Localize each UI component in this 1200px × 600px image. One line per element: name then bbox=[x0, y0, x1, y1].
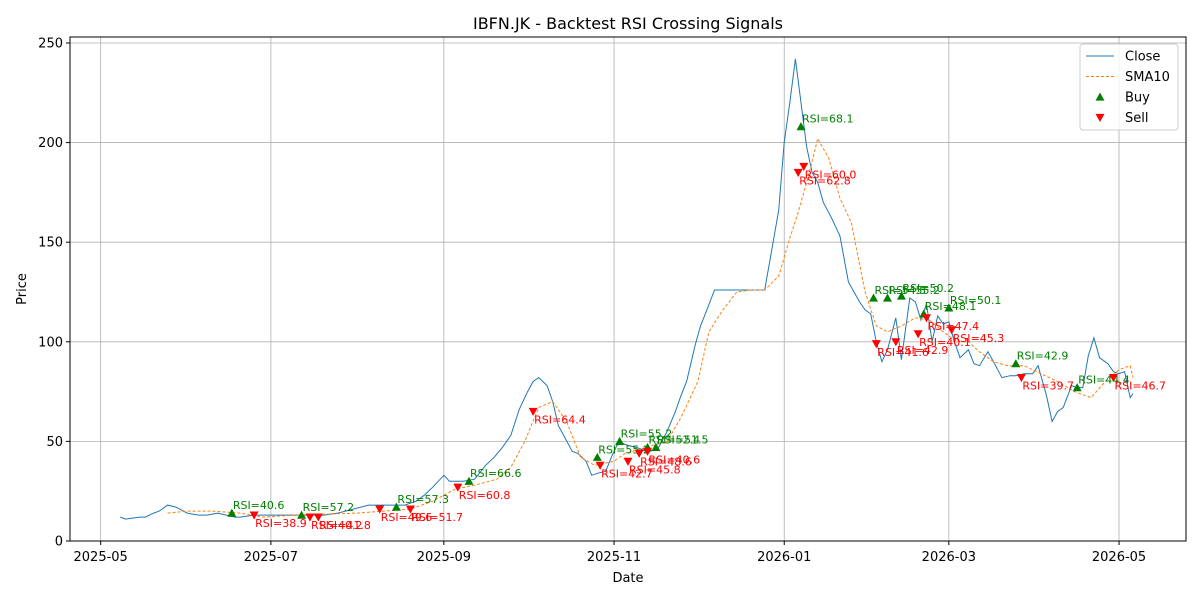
buy-rsi-label: RSI=52.4 bbox=[649, 433, 701, 446]
buy-marker bbox=[297, 510, 307, 519]
x-axis-title: Date bbox=[612, 571, 643, 586]
legend-box bbox=[1079, 43, 1179, 131]
x-tick-label: 2025-09 bbox=[417, 550, 471, 565]
buy-marker bbox=[796, 122, 806, 131]
x-tick-label: 2025-11 bbox=[587, 550, 641, 565]
buy-marker bbox=[944, 303, 954, 312]
x-tick-label: 2026-03 bbox=[922, 550, 976, 565]
chart-title: IBFN.JK - Backtest RSI Crossing Signals bbox=[473, 14, 783, 33]
y-tick-label: 200 bbox=[38, 136, 63, 151]
sell-rsi-label: RSI=60.8 bbox=[459, 489, 511, 502]
legend-label-sma10: SMA10 bbox=[1125, 70, 1170, 85]
sell-rsi-label: RSI=41.6 bbox=[877, 346, 929, 359]
legend-sell-swatch bbox=[1095, 113, 1105, 122]
sell-rsi-label: RSI=40.6 bbox=[649, 453, 701, 466]
buy-marker bbox=[896, 291, 906, 300]
y-tick-label: 50 bbox=[46, 435, 63, 450]
sell-marker bbox=[871, 340, 881, 349]
x-tick-label: 2026-05 bbox=[1092, 550, 1146, 565]
sell-marker bbox=[1108, 374, 1118, 383]
sell-marker bbox=[643, 447, 653, 456]
legend-label-buy: Buy bbox=[1125, 91, 1150, 106]
y-tick-label: 0 bbox=[55, 535, 63, 550]
y-axis-title: Price bbox=[15, 273, 30, 305]
sell-rsi-label: RSI=48.6 bbox=[640, 455, 692, 468]
sell-rsi-label: RSI=42.9 bbox=[897, 344, 949, 357]
sell-marker bbox=[313, 513, 323, 522]
buy-rsi-label: RSI=50.1 bbox=[950, 294, 1002, 307]
buy-rsi-label: RSI=55.2 bbox=[621, 427, 673, 440]
sell-rsi-label: RSI=51.7 bbox=[411, 511, 463, 524]
sell-marker bbox=[1016, 374, 1026, 383]
buy-rsi-label: RSI=68.1 bbox=[802, 113, 854, 126]
buy-marker bbox=[869, 293, 879, 302]
buy-marker bbox=[592, 452, 602, 461]
sell-rsi-label: RSI=60.0 bbox=[805, 168, 857, 181]
sell-rsi-label: RSI=38.9 bbox=[255, 517, 307, 530]
sell-rsi-label: RSI=62.8 bbox=[799, 174, 851, 187]
sell-marker bbox=[528, 407, 538, 417]
close-line bbox=[120, 58, 1134, 520]
buy-rsi-label: RSI=48.1 bbox=[925, 300, 977, 313]
buy-marker bbox=[464, 476, 474, 485]
x-axis: 2025-05 2025-07 2025-09 2025-11 2026-01 2026-… bbox=[74, 541, 1146, 565]
sell-marker bbox=[793, 168, 803, 177]
sell-rsi-label: RSI=40.2 bbox=[311, 519, 363, 532]
sell-rsi-label: RSI=46.7 bbox=[1114, 380, 1166, 393]
x-tick-label: 2026-01 bbox=[757, 550, 811, 565]
sell-rsi-label: RSI=42.7 bbox=[601, 467, 653, 480]
legend-buy-swatch bbox=[1095, 92, 1105, 101]
buy-rsi-label: RSI=51.5 bbox=[657, 433, 709, 446]
buy-rsi-label: RSI=40.6 bbox=[233, 499, 285, 512]
legend-label-close: Close bbox=[1125, 50, 1160, 65]
sell-marker bbox=[405, 505, 415, 514]
y-axis: 0 50 100 150 200 250 bbox=[38, 36, 70, 550]
buy-marker bbox=[227, 508, 237, 517]
legend: Close SMA10 Buy Sell bbox=[1079, 43, 1179, 131]
buy-rsi-label: RSI=66.6 bbox=[470, 467, 522, 480]
buy-rsi-label: RSI=57.3 bbox=[397, 493, 449, 506]
buy-marker bbox=[1072, 383, 1082, 392]
sell-marker bbox=[249, 511, 259, 520]
buy-rsi-label: RSI=50.2 bbox=[902, 282, 954, 295]
sell-marker bbox=[453, 483, 463, 492]
sma10-line bbox=[167, 137, 1134, 518]
sell-marker bbox=[623, 457, 633, 466]
x-tick-label: 2025-05 bbox=[74, 550, 128, 565]
buy-marker bbox=[615, 436, 625, 445]
buy-marker bbox=[1011, 359, 1021, 368]
sell-rsi-label: RSI=49.6 bbox=[381, 511, 433, 524]
sell-marker bbox=[922, 314, 932, 323]
buy-marker bbox=[651, 442, 661, 451]
sell-marker bbox=[305, 513, 315, 522]
sell-marker bbox=[891, 338, 901, 347]
buy-rsi-label: RSI=57.2 bbox=[303, 501, 355, 514]
buy-rsi-label: RSI=44.4 bbox=[1078, 374, 1130, 387]
y-tick-label: 250 bbox=[38, 36, 63, 51]
sell-marker bbox=[799, 162, 809, 171]
sell-rsi-label: RSI=41.8 bbox=[319, 519, 371, 532]
legend-label-sell: Sell bbox=[1125, 111, 1148, 126]
sell-marker bbox=[947, 326, 957, 335]
grid-lines bbox=[70, 37, 1186, 542]
buy-marker bbox=[391, 502, 401, 511]
sell-marker bbox=[595, 461, 605, 470]
buy-rsi-label: RSI=42.9 bbox=[1017, 350, 1069, 363]
axes-frame bbox=[69, 36, 1187, 542]
sell-rsi-label: RSI=64.4 bbox=[534, 414, 586, 427]
y-tick-label: 100 bbox=[38, 335, 63, 350]
buy-marker bbox=[882, 293, 892, 302]
sell-marker bbox=[634, 449, 644, 458]
y-tick-label: 150 bbox=[38, 236, 63, 251]
sell-rsi-label: RSI=45.8 bbox=[629, 463, 681, 476]
sell-rsi-label: RSI=45.3 bbox=[953, 332, 1005, 345]
x-tick-label: 2025-07 bbox=[244, 550, 298, 565]
sell-rsi-label: RSI=40.1 bbox=[919, 336, 971, 349]
sell-rsi-label: RSI=39.7 bbox=[1022, 380, 1074, 393]
sell-marker bbox=[375, 505, 385, 514]
sell-marker bbox=[913, 330, 923, 339]
plot-area: RSI=40.6 RSI=57.2 RSI=57.3 RSI=66.6 RSI=55.2… bbox=[120, 58, 1166, 532]
